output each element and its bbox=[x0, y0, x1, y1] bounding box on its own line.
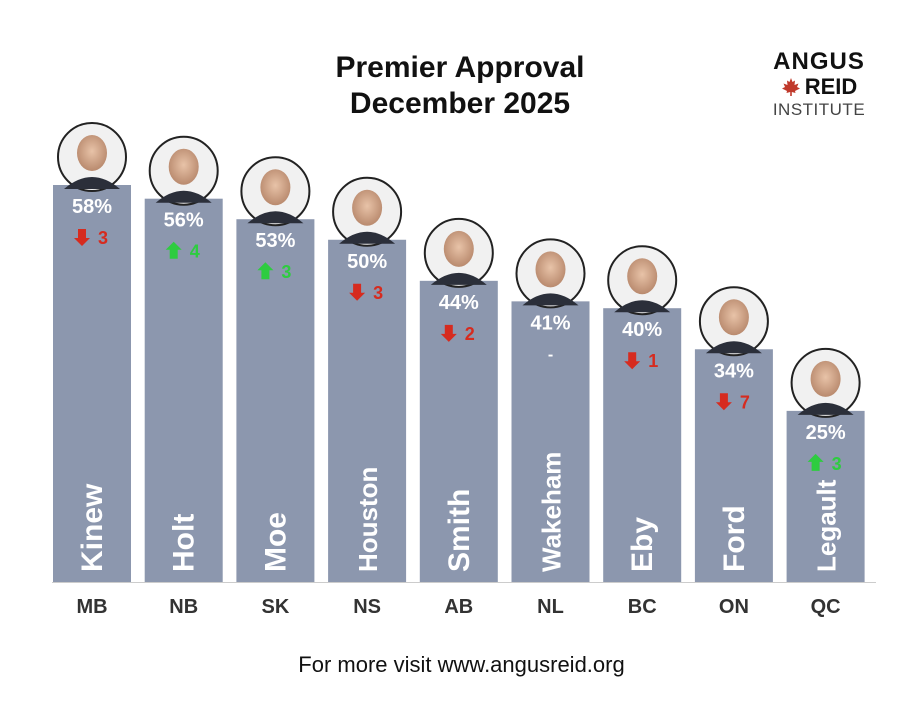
value-label-nl: 41% bbox=[530, 312, 570, 334]
avatar-face-sk bbox=[260, 169, 291, 206]
arrow-down-icon-ab bbox=[440, 324, 457, 342]
value-label-on: 34% bbox=[714, 360, 754, 382]
arrow-up-icon-nb bbox=[165, 241, 182, 259]
change-label-ns: 3 bbox=[373, 283, 383, 303]
premier-name-qc: Legault bbox=[812, 479, 842, 572]
avatar-face-nl bbox=[535, 251, 566, 288]
chart-title-line1: Premier Approval bbox=[335, 51, 585, 84]
change-label-sk: 3 bbox=[281, 262, 291, 282]
change-label-bc: 1 bbox=[648, 351, 658, 371]
value-label-nb: 56% bbox=[164, 210, 204, 232]
avatar-shoulders-sk bbox=[247, 211, 304, 224]
bar-mb bbox=[53, 185, 131, 582]
premier-name-bc: Eby bbox=[626, 517, 659, 572]
bar-bc bbox=[603, 308, 682, 582]
logo-text-institute: INSTITUTE bbox=[772, 100, 866, 119]
value-label-bc: 40% bbox=[622, 319, 662, 341]
premier-name-nb: Holt bbox=[168, 514, 201, 572]
category-label-sk: SK bbox=[262, 596, 290, 618]
bar-chart: 58% 3 Kinew MB 56% 4 Holt NB 53% 3 Moe SK 50% 3 Housto… bbox=[52, 122, 876, 618]
avatar-face-qc bbox=[810, 360, 841, 397]
bar-sk bbox=[236, 219, 315, 583]
value-label-qc: 25% bbox=[806, 422, 846, 444]
avatar-shoulders-nl bbox=[522, 293, 579, 306]
premier-name-ab: Smith bbox=[443, 489, 476, 572]
premier-name-on: Ford bbox=[718, 505, 751, 572]
avatar-shoulders-mb bbox=[64, 177, 120, 189]
logo-reid-row: REID bbox=[760, 76, 878, 98]
value-label-sk: 53% bbox=[255, 230, 295, 252]
bar-qc bbox=[786, 410, 865, 582]
arrow-down-icon-bc bbox=[624, 352, 641, 370]
value-label-ab: 44% bbox=[439, 292, 479, 314]
avatar-face-on bbox=[718, 299, 749, 336]
category-label-nb: NB bbox=[169, 596, 198, 618]
avatar-shoulders-qc bbox=[797, 402, 854, 415]
arrow-down-icon-on bbox=[715, 393, 732, 411]
change-label-mb: 3 bbox=[98, 228, 108, 248]
footer-text: For more visit www.angusreid.org bbox=[298, 652, 625, 677]
arrow-down-icon-ns bbox=[349, 283, 366, 301]
bar-ab bbox=[419, 280, 498, 582]
avatar-shoulders-bc bbox=[614, 300, 671, 313]
change-label-qc: 3 bbox=[832, 454, 842, 474]
arrow-up-icon-sk bbox=[257, 262, 274, 280]
premier-name-sk: Moe bbox=[259, 512, 292, 572]
category-label-on: ON bbox=[719, 596, 749, 618]
change-label-nl: - bbox=[548, 346, 553, 363]
change-label-nb: 4 bbox=[190, 242, 200, 262]
avatar-face-mb bbox=[77, 135, 107, 171]
arrow-up-icon-qc bbox=[807, 453, 824, 471]
bar-on bbox=[694, 349, 773, 582]
avatar-shoulders-on bbox=[705, 341, 762, 354]
logo-text-reid: REID bbox=[804, 74, 858, 99]
avatar-face-ab bbox=[443, 230, 474, 267]
avatar-face-nb bbox=[168, 148, 199, 185]
maple-leaf-icon bbox=[781, 78, 800, 96]
premier-name-mb: Kinew bbox=[76, 483, 109, 572]
avatar-face-ns bbox=[352, 189, 383, 226]
logo-text-angus: ANGUS bbox=[773, 48, 865, 75]
angus-reid-logo: ANGUS REID INSTITUTE bbox=[760, 48, 878, 119]
avatar-shoulders-ab bbox=[430, 272, 487, 285]
category-label-mb: MB bbox=[76, 596, 107, 618]
avatar-shoulders-nb bbox=[155, 190, 212, 203]
category-label-nl: NL bbox=[537, 596, 564, 618]
change-label-ab: 2 bbox=[465, 324, 475, 344]
bar-nl bbox=[511, 301, 590, 582]
value-label-ns: 50% bbox=[347, 251, 387, 273]
bar-ns bbox=[328, 239, 407, 583]
bar-nb bbox=[144, 198, 223, 583]
chart-title-line2: December 2025 bbox=[349, 87, 571, 120]
premier-name-nl: Wakeham bbox=[537, 452, 567, 572]
avatar-shoulders-ns bbox=[339, 231, 396, 244]
category-label-ns: NS bbox=[353, 596, 381, 618]
category-label-qc: QC bbox=[811, 596, 841, 618]
value-label-mb: 58% bbox=[72, 196, 112, 218]
premier-name-ns: Houston bbox=[353, 467, 383, 572]
category-label-bc: BC bbox=[628, 596, 657, 618]
category-label-ab: AB bbox=[444, 596, 473, 618]
arrow-down-icon-mb bbox=[74, 229, 90, 246]
chart-title: Premier Approval December 2025 bbox=[260, 50, 660, 122]
avatar-face-bc bbox=[627, 258, 658, 295]
change-label-on: 7 bbox=[740, 392, 750, 412]
